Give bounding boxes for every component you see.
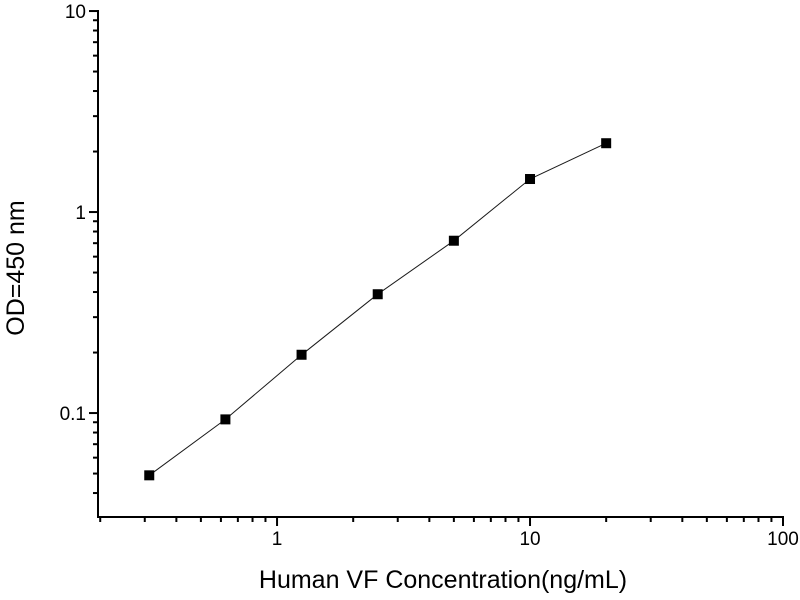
x-axis-title: Human VF Concentration(ng/mL) bbox=[259, 566, 627, 594]
data-point-marker bbox=[372, 289, 383, 300]
axes: 1 10 100 0.1 1 10 bbox=[60, 2, 799, 550]
x-tick-label: 1 bbox=[272, 529, 283, 550]
y-tick-label: 0.1 bbox=[60, 404, 86, 425]
x-tick-label: 100 bbox=[767, 529, 799, 550]
x-tick-label: 10 bbox=[519, 529, 540, 550]
data-point-marker bbox=[144, 470, 155, 481]
y-axis: 0.1 1 10 bbox=[60, 2, 98, 495]
y-axis-title: OD=450 nm bbox=[2, 200, 30, 336]
data-point-marker bbox=[601, 138, 612, 149]
data-series bbox=[144, 138, 612, 481]
data-point-marker bbox=[296, 349, 307, 360]
y-tick-label: 1 bbox=[75, 203, 86, 224]
series-line bbox=[149, 142, 607, 476]
data-point-marker bbox=[448, 235, 459, 246]
data-point-marker bbox=[220, 414, 231, 425]
data-point-marker bbox=[525, 174, 536, 185]
y-tick-label: 10 bbox=[65, 2, 86, 23]
x-axis: 1 10 100 bbox=[99, 517, 799, 550]
